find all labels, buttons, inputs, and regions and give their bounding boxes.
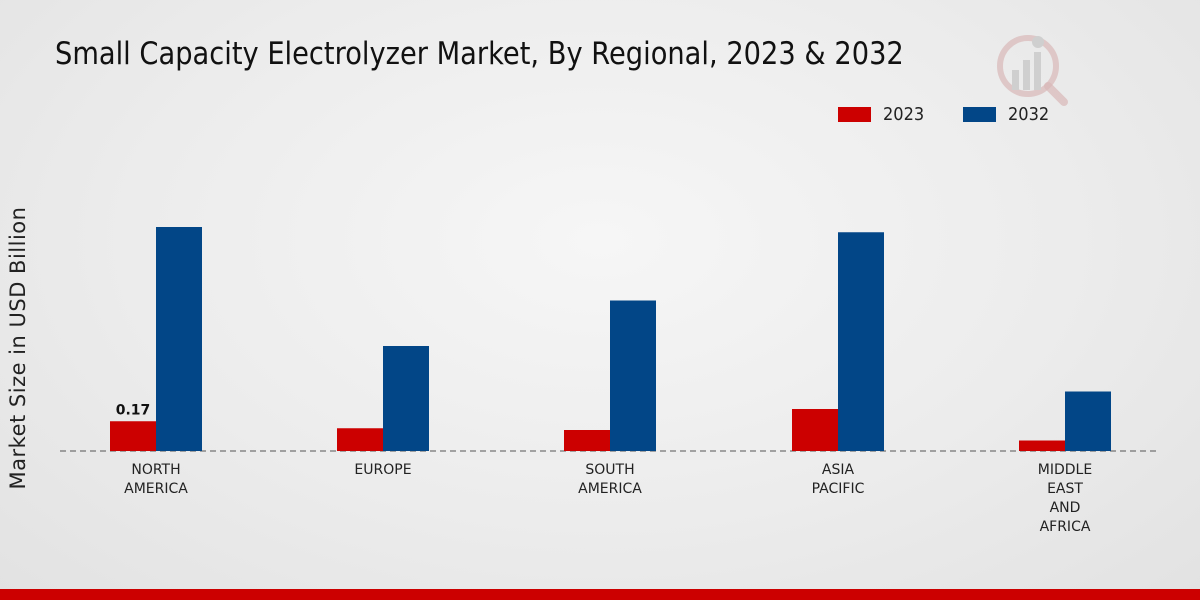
bar-2023-1 [337,428,383,451]
bar-2032-4 [1065,391,1111,451]
x-tick-label-0: NORTH AMERICA [124,462,188,497]
brand-logo-icon [997,35,1068,106]
x-tick-label-2: SOUTH AMERICA [578,462,642,497]
bar-2032-0 [156,227,202,451]
legend-label-2032: 2032 [1007,104,1050,125]
bar-2032-1 [383,346,429,451]
x-tick-label-1: EUROPE [354,462,411,478]
bar-2023-3 [792,409,838,451]
legend-swatch-2032 [962,107,996,122]
x-tick-label-3: ASIA PACIFIC [812,462,865,497]
chart-legend: 2023 2032 [838,104,1088,125]
legend-label-2023: 2023 [883,104,925,125]
data-label-0: 0.17 [116,402,151,418]
legend-item-2032: 2032 [962,104,1054,125]
bar-2023-2 [564,430,610,451]
footer-bar [0,589,1200,600]
bar-2032-3 [838,232,884,451]
bar-2032-2 [610,300,656,451]
legend-swatch-2023 [838,107,871,122]
x-tick-label-4: MIDDLE EAST AND AFRICA [1038,462,1092,535]
bar-2023-4 [1019,440,1065,451]
bar-2023-0 [110,421,156,451]
chart-title: Small Capacity Electrolyzer Market, By R… [55,36,904,72]
legend-item-2023: 2023 [838,104,929,125]
